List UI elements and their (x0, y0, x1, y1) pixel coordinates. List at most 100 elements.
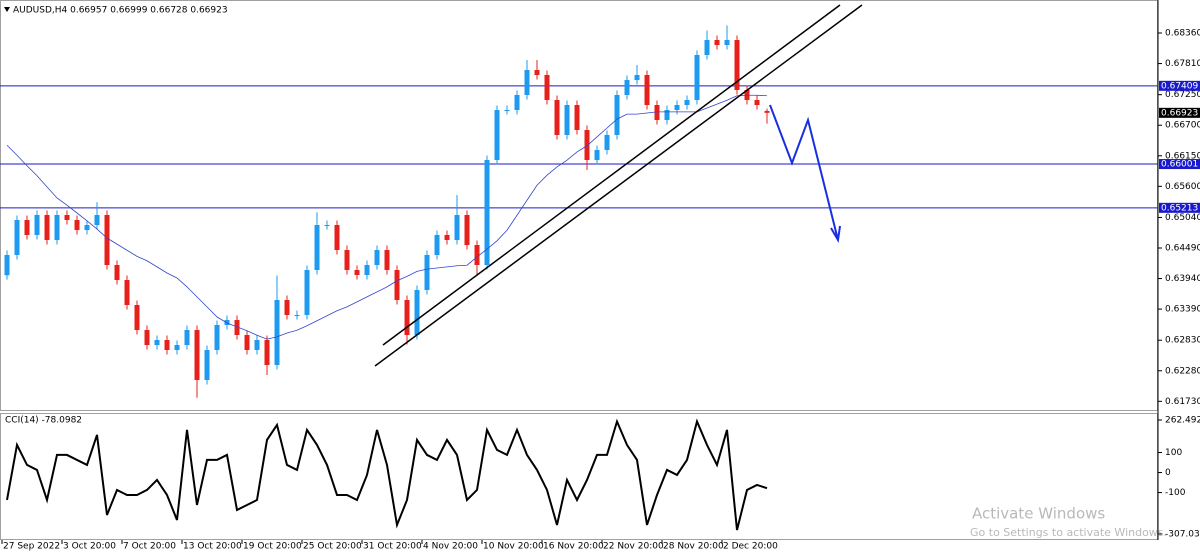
candle-body (764, 110, 770, 113)
candle-body (664, 110, 670, 120)
trend-line (382, 4, 841, 346)
x-tick-label: 22 Nov 20:00 (603, 542, 664, 552)
candle-body (644, 75, 650, 105)
y-tick-label: 0.61730 (1165, 397, 1200, 407)
y-tick-label: 0.63390 (1165, 305, 1200, 315)
candle-body (194, 330, 200, 380)
candle-body (494, 110, 500, 160)
candle-body (574, 105, 580, 130)
level-label-box (1159, 159, 1200, 170)
candle-body (84, 225, 90, 230)
candle-body (64, 215, 70, 220)
x-tick-label: 28 Nov 20:00 (663, 542, 724, 552)
candle-body (304, 270, 310, 315)
y-tick-label: 0.62830 (1165, 336, 1200, 346)
candle-body (14, 220, 20, 255)
indicator-title: CCI(14) -78.0982 (5, 416, 82, 426)
price-pane-frame (0, 0, 1158, 411)
candle-body (344, 250, 350, 270)
y-tick-label: 100 (1165, 448, 1182, 458)
chart-title: AUDUSD,H4 0.66957 0.66999 0.66728 0.6692… (13, 6, 228, 16)
candle-body (284, 300, 290, 315)
x-tick-label: 27 Sep 2022 (3, 542, 60, 552)
last-price-box (1159, 107, 1200, 118)
x-tick-label: 13 Oct 20:00 (183, 542, 242, 552)
candle-body (254, 340, 260, 350)
candle-body (154, 340, 160, 345)
candle-body (584, 130, 590, 160)
candle-body (474, 245, 480, 265)
candle-body (54, 215, 60, 240)
x-tick-label: 4 Nov 20:00 (423, 542, 478, 552)
candle-body (634, 75, 640, 80)
candle-body (274, 300, 280, 365)
y-tick-label: 262.4924 (1165, 416, 1200, 426)
x-tick-label: 19 Oct 20:00 (243, 542, 302, 552)
candle-body (414, 290, 420, 335)
candle-body (614, 95, 620, 135)
candle-body (294, 315, 300, 316)
candle-body (324, 225, 330, 226)
x-tick-label: 31 Oct 20:00 (363, 542, 422, 552)
x-tick-label: 16 Nov 20:00 (543, 542, 604, 552)
candle-body (144, 330, 150, 345)
y-tick-label: -100 (1165, 488, 1186, 498)
candle-body (184, 330, 190, 345)
y-tick-label: 0 (1165, 468, 1171, 478)
candle-body (224, 320, 230, 325)
candle-body (74, 220, 80, 230)
candle-body (334, 225, 340, 250)
moving-average (6, 94, 768, 340)
y-tick-label: 0.65600 (1165, 182, 1200, 192)
candle-body (174, 345, 180, 350)
collapse-icon (4, 7, 10, 12)
candle-body (114, 265, 120, 280)
candle-body (264, 340, 270, 365)
level-label: 0.67409 (1161, 81, 1198, 91)
candle-body (724, 40, 730, 45)
candle-body (44, 215, 50, 240)
y-tick-label: 0.64490 (1165, 244, 1200, 254)
candle-body (694, 55, 700, 100)
candle-body (674, 105, 680, 110)
candle-body (624, 80, 630, 95)
candle-body (24, 220, 30, 235)
candle-body (754, 100, 760, 105)
watermark-subtitle: Go to Settings to activate Windows. (970, 526, 1167, 539)
level-label-box (1159, 202, 1200, 213)
candle-body (354, 270, 360, 275)
candle-body (384, 250, 390, 270)
y-tick-label: 0.63940 (1165, 274, 1200, 284)
candle-body (94, 215, 100, 225)
candle-body (704, 40, 710, 55)
level-label: 0.66001 (1161, 160, 1198, 170)
level-label-box (1159, 80, 1200, 91)
candle-body (654, 105, 660, 120)
level-label: 0.65213 (1161, 203, 1198, 213)
candle-body (594, 150, 600, 160)
candle-body (404, 300, 410, 335)
trend-line (374, 4, 863, 367)
y-tick-label: 0.65040 (1165, 213, 1200, 223)
plot-area: 0.68360 0.67810 0.67250 0.66700 0.66150 0.656… (0, 25, 1200, 552)
candle-body (734, 40, 740, 90)
candle-body (484, 160, 490, 265)
candle-body (444, 235, 450, 240)
candle-body (244, 335, 250, 350)
y-tick-label: 0.67250 (1165, 90, 1200, 100)
candle-body (714, 40, 720, 45)
last-price-label: 0.66923 (1161, 108, 1198, 118)
candle-body (524, 70, 530, 95)
y-tick-label: 0.68360 (1165, 29, 1200, 39)
candle-body (4, 255, 10, 276)
y-tick-label: 0.62280 (1165, 366, 1200, 376)
candle-body (204, 350, 210, 380)
x-tick-label: 7 Oct 20:00 (123, 542, 176, 552)
y-tick-label: 0.66700 (1165, 121, 1200, 131)
candle-body (534, 70, 540, 75)
x-tick-label: 25 Oct 20:00 (303, 542, 362, 552)
candle-body (394, 270, 400, 300)
y-tick-label: 0.67810 (1165, 59, 1200, 69)
candle-body (164, 340, 170, 350)
